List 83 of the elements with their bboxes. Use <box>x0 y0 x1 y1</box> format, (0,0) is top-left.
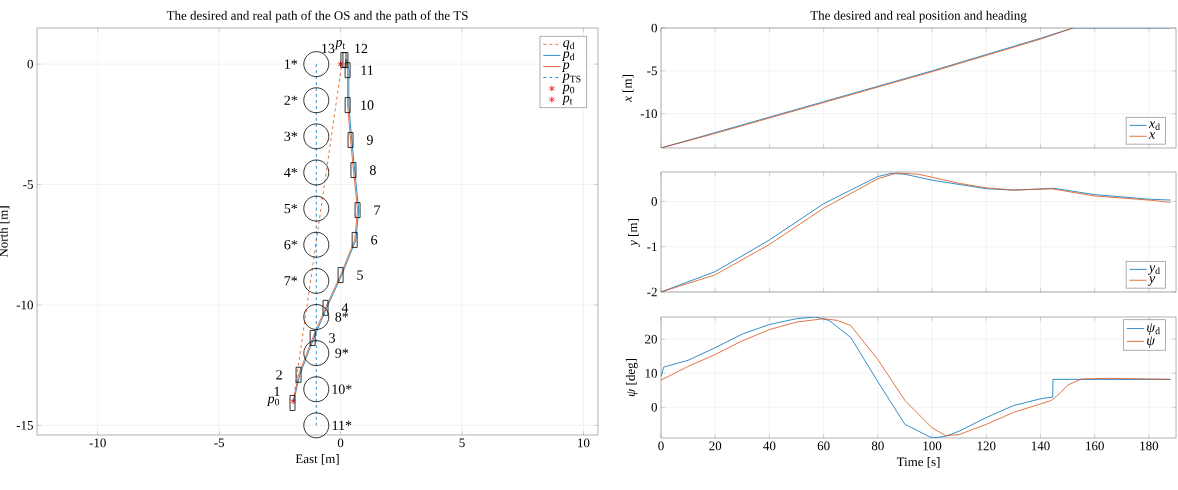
y-tick-label: -5 <box>647 66 657 76</box>
x-axis-title: East [m] <box>295 454 339 465</box>
y-tick-label: -1 <box>647 242 657 251</box>
annotation: 2 <box>276 370 282 380</box>
legend-label: p$_{0}$ <box>561 84 575 95</box>
x-tick-label: 10 <box>578 438 590 448</box>
y-tick-label: -5 <box>23 180 33 189</box>
y-tick-label: 0 <box>27 59 33 69</box>
point <box>303 304 330 330</box>
x-tick-label: 40 <box>763 441 776 451</box>
x-tick-label: 120 <box>977 441 996 451</box>
annotation: 4 <box>341 303 349 313</box>
annotation: 11* <box>332 420 352 430</box>
legend-label: p$_{TS}$ <box>561 73 581 84</box>
y-axis-title: y [m] <box>628 219 640 247</box>
annotation: 10 <box>361 100 374 110</box>
y-tick-label: -15 <box>16 421 33 430</box>
x-tick-label: 100 <box>923 441 942 451</box>
x-tick-label: 140 <box>1031 441 1050 451</box>
legend-label: x$_{d}$ <box>1148 121 1160 131</box>
x-tick-label: 80 <box>871 441 884 451</box>
legend-label: p$_{t}$ <box>561 95 573 106</box>
point <box>303 412 330 439</box>
legend-label: ψ$_{d}$ <box>1147 323 1160 335</box>
x-tick-label: -5 <box>214 438 225 448</box>
y-tick-label: 0 <box>651 197 657 206</box>
point <box>303 159 330 186</box>
annotation: 6 <box>371 235 378 245</box>
annotation: 5* <box>284 203 298 214</box>
annotation: 12 <box>355 43 368 54</box>
legend-label: p$_{d}$ <box>561 51 575 61</box>
annotation: 9 <box>366 135 373 145</box>
y-axis-title: x [m] <box>622 75 634 102</box>
x-tick-label: 0 <box>337 438 344 448</box>
annotation: 11 <box>361 65 373 75</box>
annotation: 4* <box>284 167 298 178</box>
annotation: 10* <box>332 384 352 394</box>
x-tick-label: -10 <box>89 438 106 448</box>
annotation: 3* <box>284 131 298 142</box>
chart-title: The desired and real position and heading <box>810 10 1027 23</box>
y-tick-label: -10 <box>16 300 33 310</box>
y-tick-label: 20 <box>645 334 657 344</box>
x-axis-title: Time [s] <box>896 457 940 468</box>
annotation: 8 <box>369 165 376 175</box>
x-tick-label: 20 <box>709 441 722 451</box>
legend-label: y$_{d}$ <box>1147 265 1160 275</box>
x-tick-label: 5 <box>459 438 465 448</box>
annotation: 1 <box>274 386 280 397</box>
point <box>303 231 330 258</box>
y-axis-title: ψ [deg] <box>625 359 638 397</box>
annotation: 6* <box>284 240 298 250</box>
x-tick-label: 60 <box>817 441 830 451</box>
point <box>303 340 330 367</box>
point <box>303 376 330 403</box>
y-tick-label: 0 <box>651 402 657 412</box>
legend-label: q$_{d}$ <box>563 40 575 50</box>
y-tick-label: -2 <box>647 287 657 297</box>
x-tick-label: 180 <box>1140 441 1159 451</box>
annotation: 5 <box>357 270 363 280</box>
point <box>303 87 330 114</box>
x-tick-label: 160 <box>1086 441 1104 451</box>
y-tick-label: 10 <box>645 368 657 378</box>
annotation: p$_{t}$ <box>334 40 346 50</box>
legend-label: ψ <box>1147 336 1156 348</box>
annotation: 7* <box>284 276 298 286</box>
x-tick-label: 0 <box>658 441 664 451</box>
point <box>303 123 330 150</box>
y-tick-label: 0 <box>651 23 657 33</box>
annotation: p$_{0}$ <box>266 396 280 407</box>
annotation: 7 <box>374 205 381 215</box>
y-tick-label: -10 <box>640 109 657 119</box>
annotation: 2* <box>284 95 298 105</box>
annotation: 9* <box>335 348 349 358</box>
legend-label: y <box>1147 276 1156 286</box>
point <box>303 195 330 222</box>
legend-label: p <box>561 62 570 72</box>
annotation: 8* <box>335 312 349 322</box>
chart-title: The desired and real path of the OS and the path of the TS <box>166 10 468 23</box>
annotation: 3 <box>329 333 336 343</box>
annotation: 13 <box>322 43 335 54</box>
annotation: 1* <box>285 59 298 69</box>
point <box>303 267 330 294</box>
legend-label: x <box>1148 132 1156 139</box>
